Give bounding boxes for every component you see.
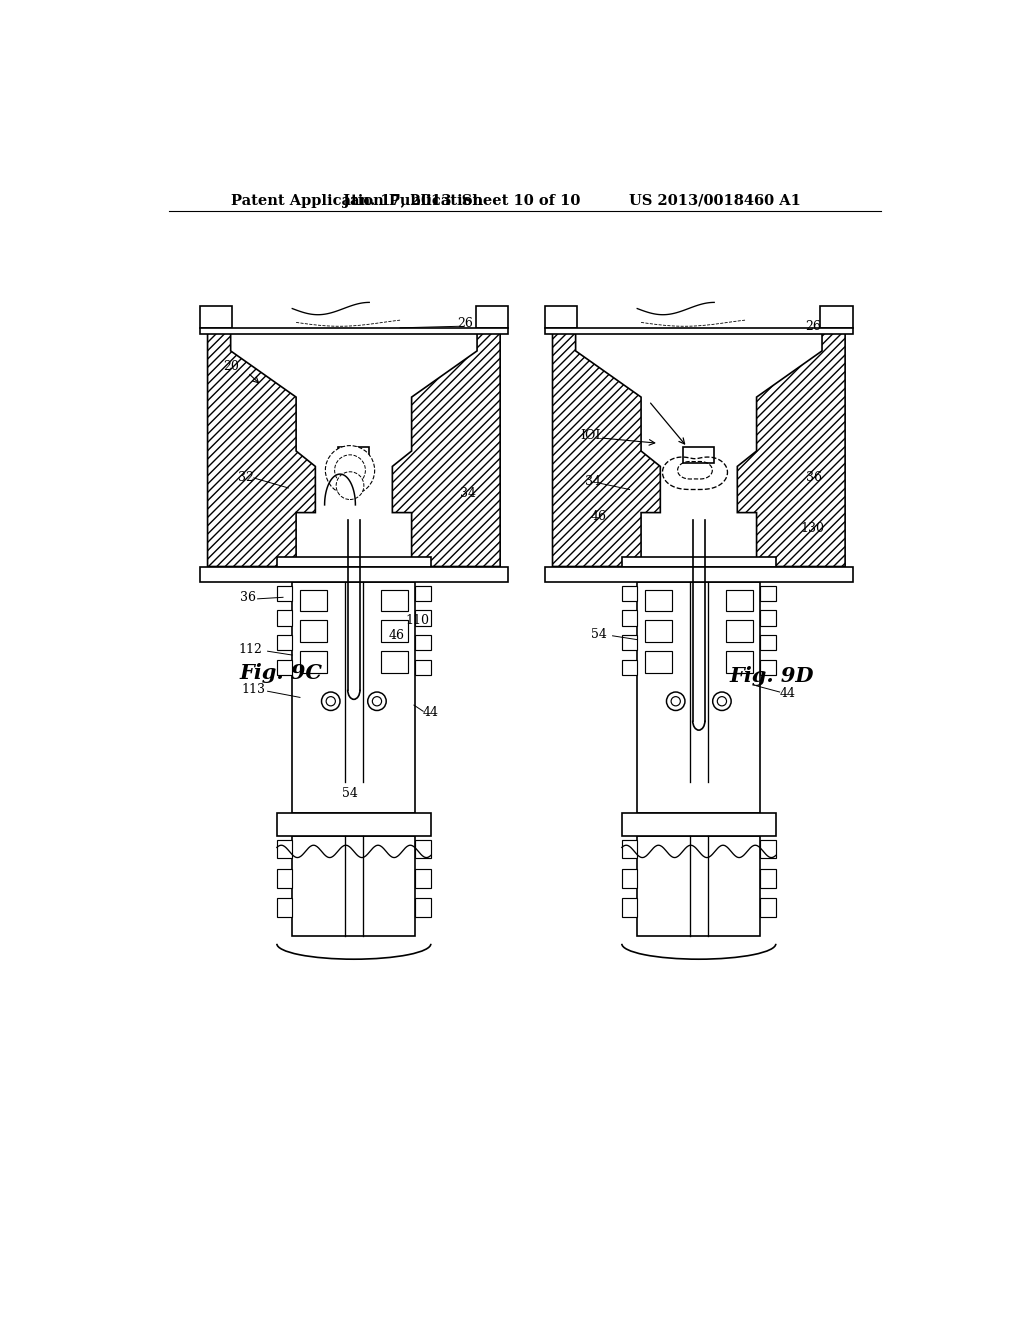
Bar bbox=[416, 610, 431, 626]
Bar bbox=[300, 620, 327, 642]
Bar bbox=[416, 840, 431, 858]
Bar bbox=[276, 840, 292, 858]
Bar bbox=[416, 869, 431, 887]
Bar bbox=[761, 610, 776, 626]
Circle shape bbox=[373, 697, 382, 706]
Text: 20: 20 bbox=[223, 360, 239, 372]
Text: Jan. 17, 2013  Sheet 10 of 10: Jan. 17, 2013 Sheet 10 of 10 bbox=[343, 194, 581, 207]
Bar bbox=[761, 660, 776, 675]
Bar bbox=[761, 586, 776, 601]
Bar bbox=[381, 590, 408, 611]
Bar bbox=[622, 869, 637, 887]
Bar bbox=[637, 582, 761, 813]
Circle shape bbox=[717, 697, 727, 706]
Bar bbox=[622, 557, 776, 566]
Polygon shape bbox=[392, 327, 500, 566]
Bar bbox=[276, 899, 292, 917]
Text: 110: 110 bbox=[406, 614, 429, 627]
Bar bbox=[545, 306, 578, 327]
Text: 46: 46 bbox=[591, 510, 606, 523]
Bar bbox=[645, 590, 672, 611]
Circle shape bbox=[336, 471, 364, 499]
Bar bbox=[761, 869, 776, 887]
Circle shape bbox=[322, 692, 340, 710]
Circle shape bbox=[713, 692, 731, 710]
Text: US 2013/0018460 A1: US 2013/0018460 A1 bbox=[629, 194, 801, 207]
Bar bbox=[276, 869, 292, 887]
Polygon shape bbox=[553, 327, 660, 566]
Bar bbox=[416, 586, 431, 601]
Text: Fig. 9D: Fig. 9D bbox=[730, 665, 814, 686]
Bar bbox=[300, 590, 327, 611]
Bar bbox=[683, 447, 714, 462]
Bar bbox=[276, 586, 292, 601]
Text: 113: 113 bbox=[242, 684, 266, 696]
Text: IOL: IOL bbox=[581, 429, 604, 442]
Bar bbox=[761, 840, 776, 858]
Bar bbox=[381, 620, 408, 642]
Text: 32: 32 bbox=[239, 471, 254, 484]
Bar bbox=[200, 566, 508, 582]
Bar bbox=[276, 813, 431, 836]
Text: Fig. 9C: Fig. 9C bbox=[240, 663, 323, 682]
Bar bbox=[200, 327, 508, 334]
Bar bbox=[545, 566, 853, 582]
Text: 130: 130 bbox=[801, 521, 824, 535]
Bar bbox=[300, 651, 327, 673]
Bar bbox=[622, 660, 637, 675]
Text: 26: 26 bbox=[805, 319, 820, 333]
Text: 34: 34 bbox=[460, 487, 476, 500]
Bar bbox=[545, 327, 853, 334]
Text: 44: 44 bbox=[423, 706, 439, 719]
Bar bbox=[416, 635, 431, 651]
Bar bbox=[726, 620, 753, 642]
Text: 54: 54 bbox=[342, 787, 358, 800]
Text: 44: 44 bbox=[779, 686, 796, 700]
Text: 34: 34 bbox=[585, 475, 600, 488]
Text: 54: 54 bbox=[591, 628, 606, 640]
Bar bbox=[292, 582, 416, 813]
Bar bbox=[726, 651, 753, 673]
Polygon shape bbox=[208, 327, 315, 566]
Bar bbox=[276, 610, 292, 626]
Bar bbox=[622, 586, 637, 601]
Bar bbox=[622, 635, 637, 651]
Bar bbox=[200, 306, 232, 327]
Polygon shape bbox=[737, 327, 845, 566]
Circle shape bbox=[326, 446, 375, 495]
Text: 112: 112 bbox=[238, 643, 262, 656]
Bar bbox=[276, 557, 431, 566]
Bar bbox=[622, 610, 637, 626]
Bar bbox=[416, 660, 431, 675]
Bar bbox=[761, 899, 776, 917]
Circle shape bbox=[335, 455, 366, 486]
Circle shape bbox=[326, 697, 336, 706]
Text: 36: 36 bbox=[806, 471, 822, 484]
Circle shape bbox=[671, 697, 680, 706]
Bar bbox=[622, 899, 637, 917]
Bar bbox=[276, 660, 292, 675]
Text: Patent Application Publication: Patent Application Publication bbox=[230, 194, 482, 207]
Bar bbox=[339, 447, 370, 462]
Text: 26: 26 bbox=[458, 317, 473, 330]
Bar bbox=[820, 306, 853, 327]
Bar bbox=[381, 651, 408, 673]
Circle shape bbox=[368, 692, 386, 710]
Bar bbox=[622, 840, 637, 858]
Bar bbox=[276, 635, 292, 651]
Bar bbox=[726, 590, 753, 611]
Bar bbox=[292, 836, 416, 936]
Bar bbox=[622, 813, 776, 836]
Circle shape bbox=[667, 692, 685, 710]
Bar bbox=[761, 635, 776, 651]
Bar bbox=[475, 306, 508, 327]
Bar bbox=[416, 899, 431, 917]
Bar bbox=[645, 651, 672, 673]
Text: 36: 36 bbox=[240, 591, 256, 603]
Bar bbox=[637, 836, 761, 936]
Text: 46: 46 bbox=[388, 630, 404, 643]
Bar bbox=[645, 620, 672, 642]
